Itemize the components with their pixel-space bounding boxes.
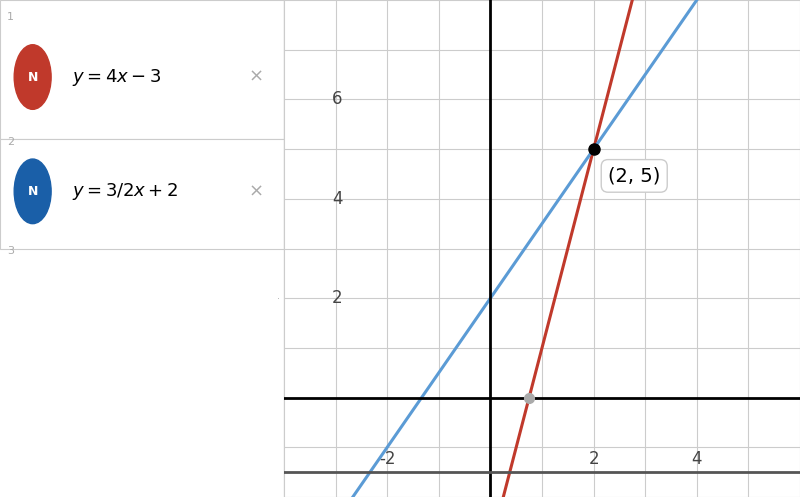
Circle shape — [14, 45, 51, 109]
Text: 3: 3 — [7, 246, 14, 256]
Text: 1: 1 — [7, 12, 14, 22]
Text: 2: 2 — [588, 450, 599, 468]
FancyBboxPatch shape — [0, 139, 284, 248]
Text: 6: 6 — [332, 90, 342, 108]
Text: 4: 4 — [332, 190, 342, 208]
Text: N: N — [27, 185, 38, 198]
Text: $y = 3/2x + 2$: $y = 3/2x + 2$ — [73, 181, 178, 202]
Text: (2, 5): (2, 5) — [608, 166, 661, 185]
Text: N: N — [27, 71, 38, 83]
Text: ×: × — [248, 182, 263, 200]
Text: 2: 2 — [7, 137, 14, 147]
Text: $y = 4x - 3$: $y = 4x - 3$ — [73, 67, 162, 87]
Text: -2: -2 — [379, 450, 395, 468]
Text: 4: 4 — [691, 450, 702, 468]
Text: ×: × — [248, 68, 263, 86]
Circle shape — [14, 159, 51, 224]
Text: 2: 2 — [332, 289, 342, 307]
FancyBboxPatch shape — [0, 0, 284, 139]
